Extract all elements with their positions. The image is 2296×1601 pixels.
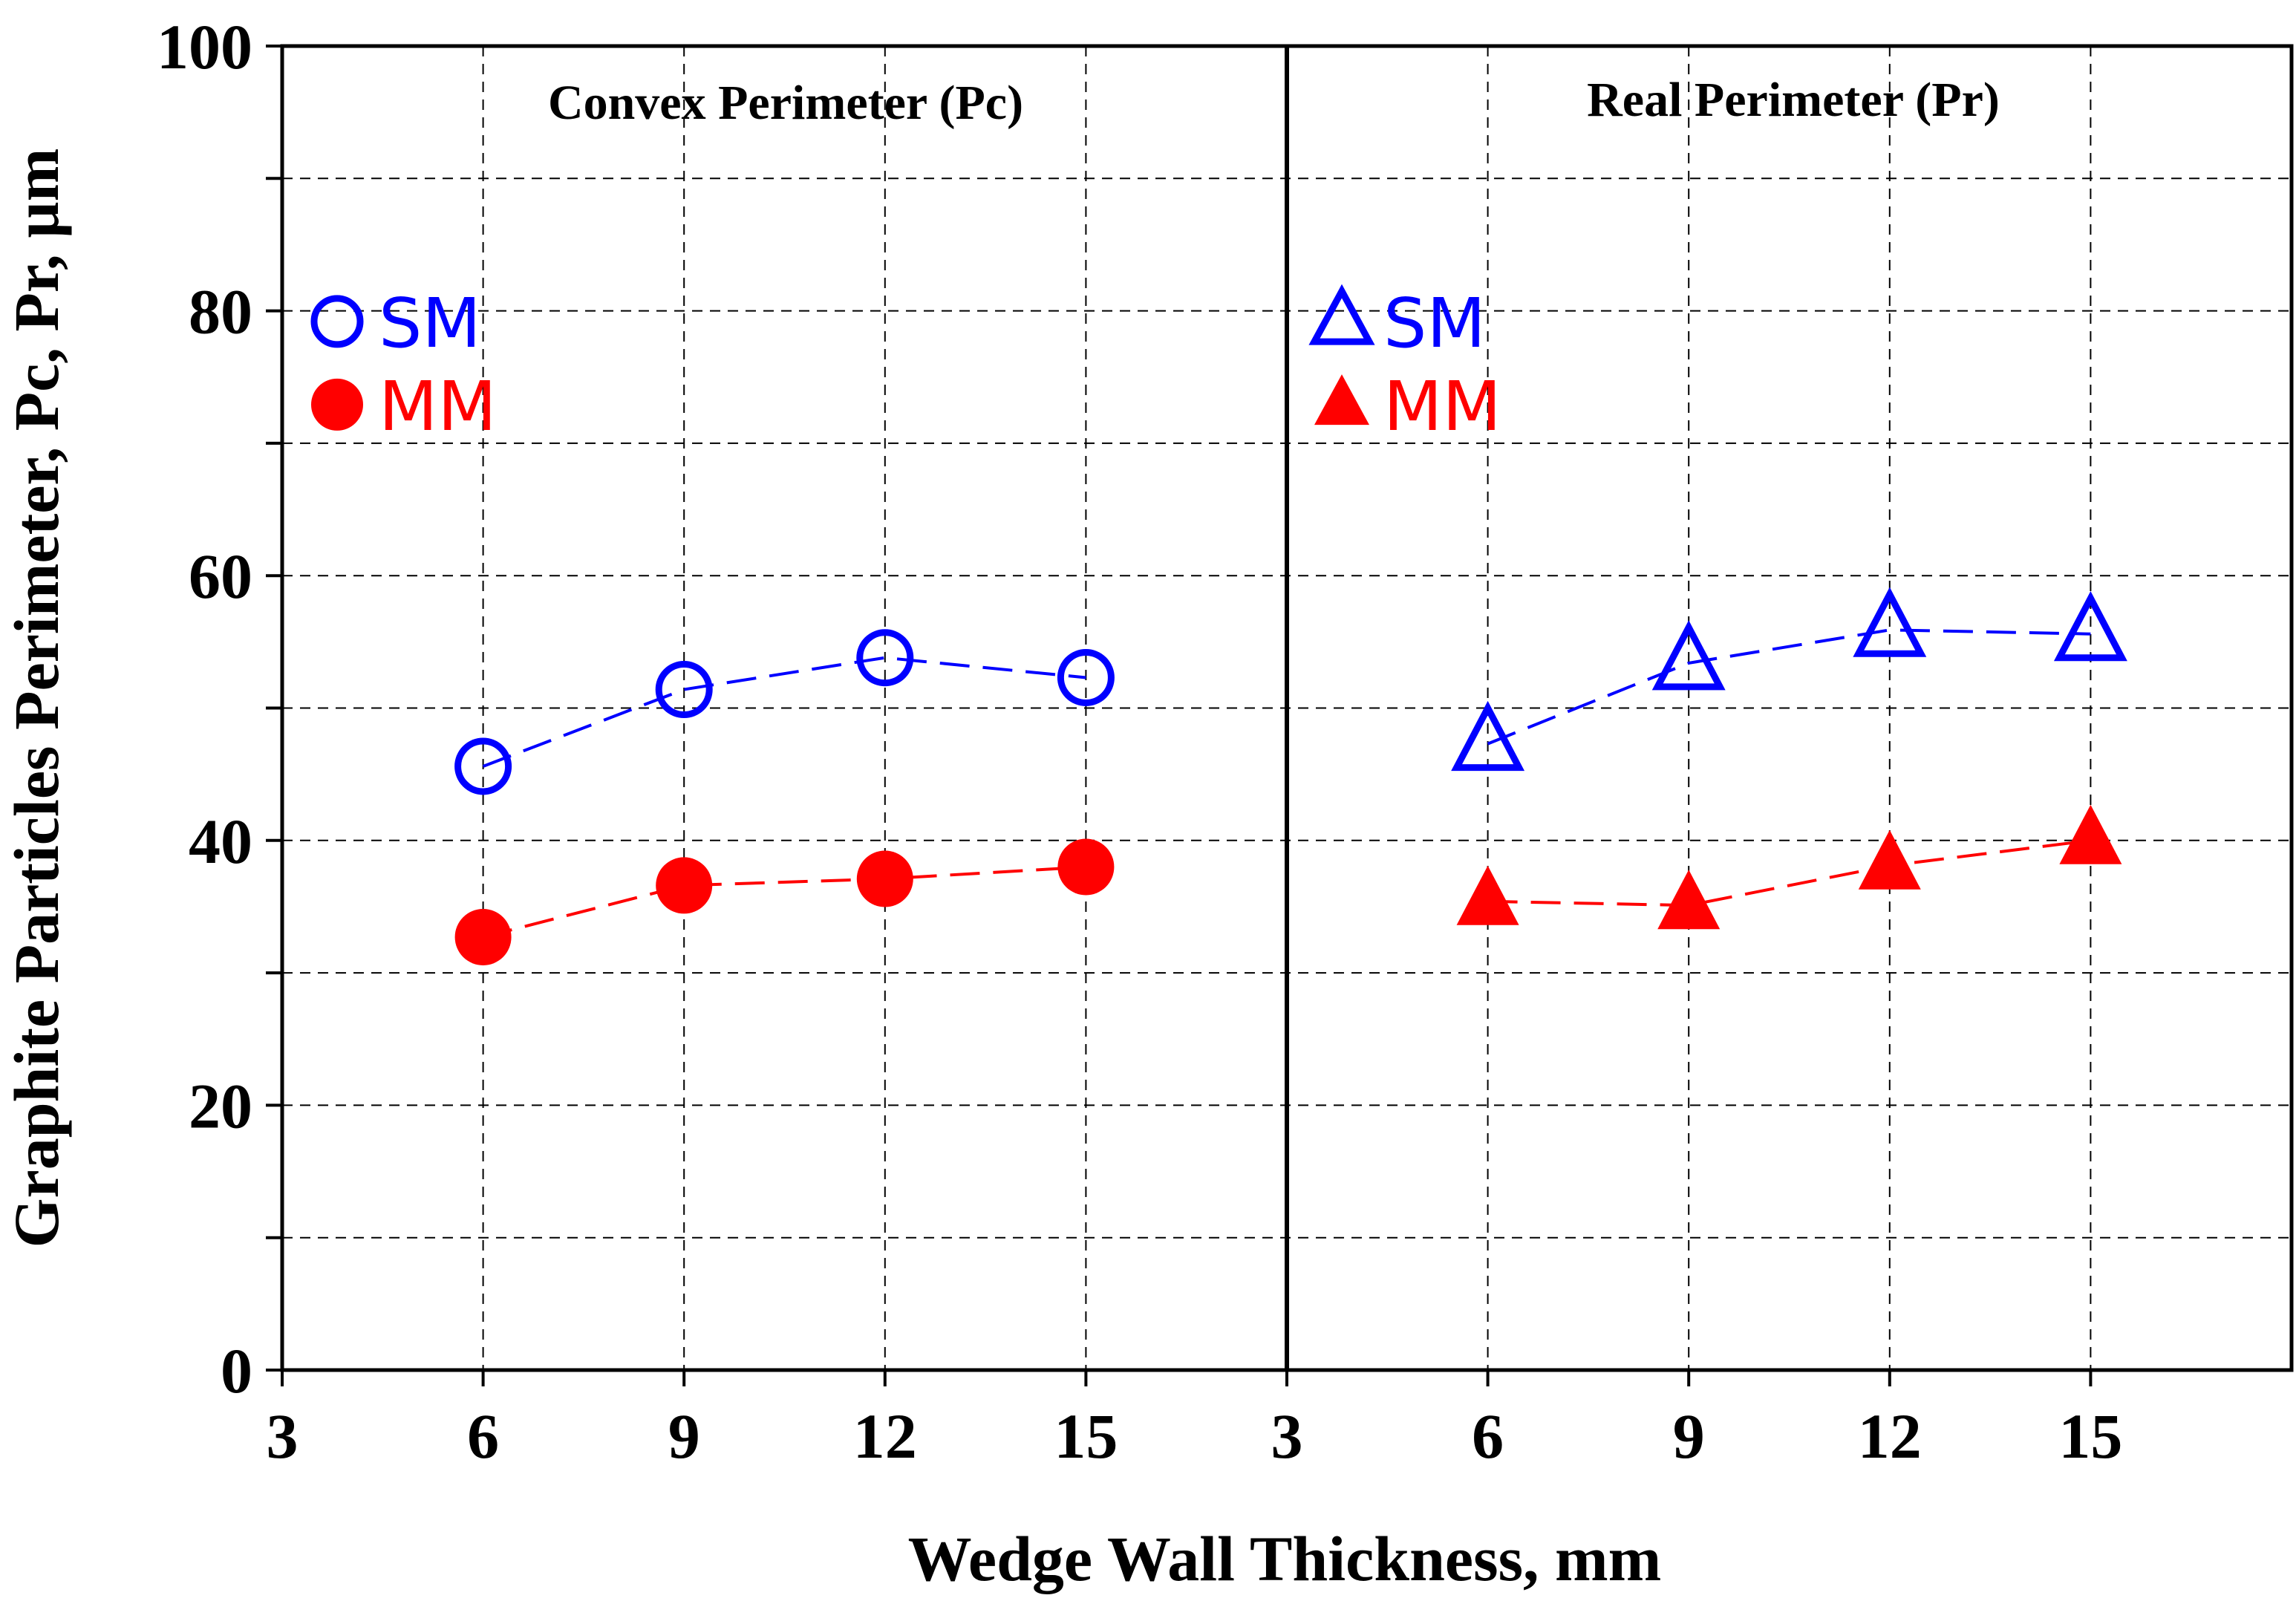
x-tick-label: 3 [267, 1401, 299, 1472]
x-tick-label: 6 [1472, 1401, 1504, 1472]
data-point-sm [1853, 587, 1927, 657]
data-point-mm [2059, 804, 2122, 864]
y-tick-label: 40 [189, 806, 252, 877]
y-tick-label: 0 [221, 1335, 252, 1406]
x-tick-label: 9 [1673, 1401, 1705, 1472]
y-tick-label: 60 [189, 541, 252, 612]
data-point-sm [1651, 620, 1726, 691]
y-tick-label: 80 [189, 276, 252, 348]
x-tick-label: 12 [853, 1401, 917, 1472]
data-point-sm [655, 661, 713, 719]
panel-title-convex-perimeter: Convex Perimeter (Pc) [548, 76, 1023, 130]
x-tick-label: 15 [2058, 1401, 2122, 1472]
legend-marker-mm [1314, 374, 1369, 425]
data-point-sm [2053, 591, 2127, 662]
data-point-mm [1057, 838, 1115, 896]
data-point-mm [856, 850, 913, 907]
x-axis-title: Wedge Wall Thickness, mm [908, 1523, 1662, 1594]
data-point-sm [1057, 648, 1115, 706]
series-line-mm-pr [1487, 838, 2091, 907]
legend-label-mm: MM [379, 367, 497, 446]
legend-marker-sm [1308, 284, 1375, 345]
x-tick-label: 3 [1271, 1401, 1303, 1472]
series-line-sm-pr [1487, 628, 2091, 746]
data-point-mm [454, 908, 512, 965]
panel-title-real-perimeter: Real Perimeter (Pr) [1587, 73, 2000, 127]
data-point-mm [656, 857, 713, 914]
legend-marker-sm [310, 295, 364, 348]
data-point-sm [856, 629, 914, 687]
y-tick-label: 20 [189, 1070, 252, 1141]
series-layer [454, 587, 2127, 965]
frame-layer [280, 44, 2294, 1372]
x-tick-label: 9 [668, 1401, 700, 1472]
y-axis-title: Graphite Particles Perimeter, Pc, Pr, µm [1, 149, 72, 1248]
x-tick-label: 12 [1858, 1401, 1922, 1472]
x-tick-label: 6 [467, 1401, 499, 1472]
series-line-mm-pc [483, 865, 1086, 939]
data-point-mm [1858, 829, 1921, 890]
y-tick-label: 100 [157, 11, 252, 82]
data-point-sm [454, 737, 512, 795]
data-point-sm [1451, 700, 1525, 772]
legend-label-sm: SM [379, 284, 481, 363]
legend-label-mm: MM [1383, 367, 1501, 446]
legend-label-sm: SM [1383, 284, 1486, 363]
axis-layer: 0 20 40 60 80 100 3 6 9 12 15 3 6 9 12 15 [157, 11, 2122, 1472]
data-point-mm [1456, 865, 1519, 925]
x-tick-label: 15 [1054, 1401, 1118, 1472]
data-point-mm [1657, 870, 1721, 930]
legend-marker-mm [311, 378, 363, 431]
series-line-sm-pc [482, 656, 1086, 768]
